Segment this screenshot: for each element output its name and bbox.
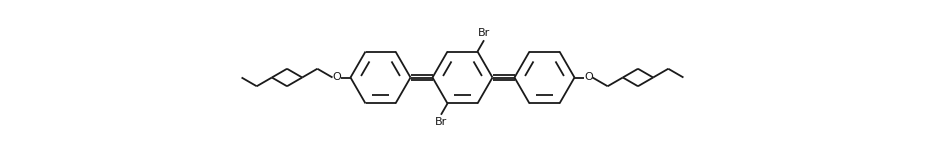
Text: O: O — [584, 73, 593, 82]
Text: Br: Br — [478, 28, 490, 38]
Text: Br: Br — [435, 117, 447, 127]
Text: O: O — [332, 73, 341, 82]
